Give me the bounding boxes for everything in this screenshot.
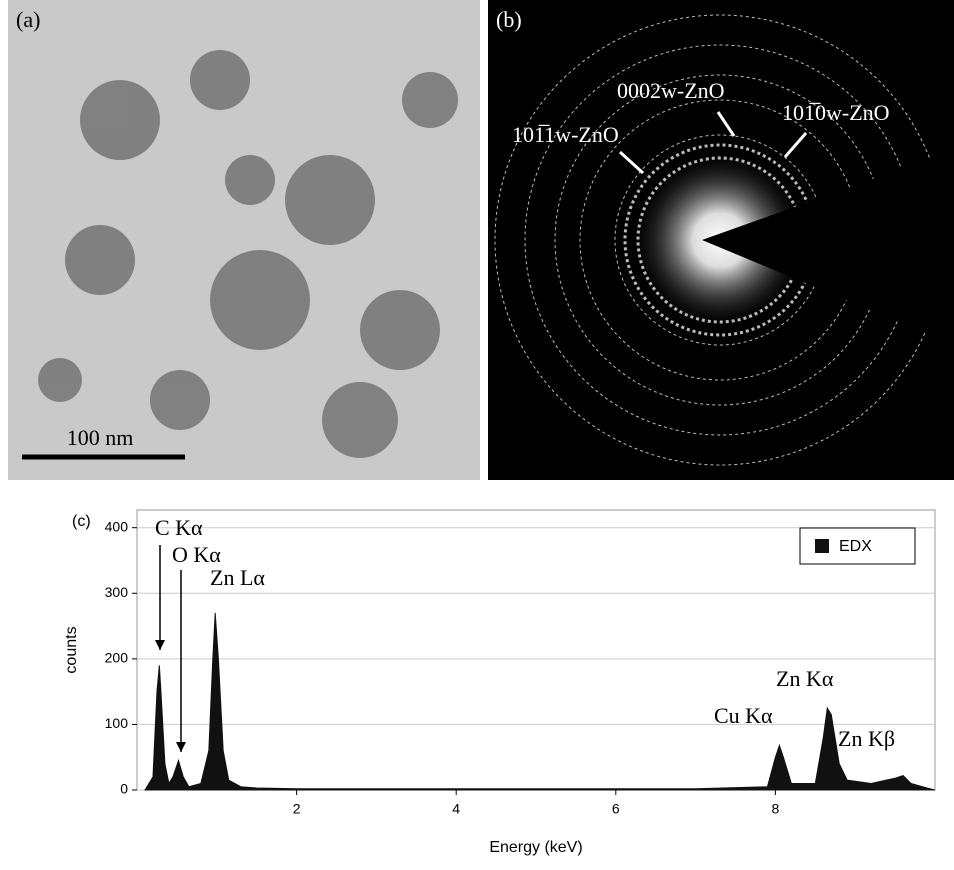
y-tick-label: 0 — [120, 781, 128, 797]
peak-label: C Kα — [155, 515, 203, 540]
legend-swatch — [815, 539, 829, 553]
x-tick-label: 8 — [772, 801, 780, 817]
scale-bar-label: 100 nm — [67, 425, 134, 450]
page: {"panels": [ {"label": "(a)", "scale_bar… — [0, 0, 954, 865]
peak-label: Zn Kβ — [838, 726, 895, 751]
panel-label: (b) — [496, 7, 522, 32]
y-tick-label: 300 — [105, 584, 129, 600]
y-axis-label: counts — [63, 626, 80, 673]
x-tick-label: 2 — [293, 801, 301, 817]
ring-label: 101̅1w-ZnO — [512, 122, 619, 147]
legend-label: EDX — [839, 538, 872, 555]
peak-label: O Kα — [172, 542, 221, 567]
peak-label: Zn Lα — [210, 565, 265, 590]
y-tick-label: 200 — [105, 650, 129, 666]
arrow-head — [176, 742, 186, 752]
y-tick-label: 100 — [105, 715, 129, 731]
x-axis-label: Energy (keV) — [489, 839, 582, 856]
peak-label: Cu Kα — [714, 703, 773, 728]
chart: 0 100 200 300 400 2 4 6 8 Energy (keV) counts (c) ED… — [63, 513, 935, 856]
x-tick-label: 4 — [452, 801, 460, 817]
peak-label: Zn Kα — [776, 666, 834, 691]
ring-label: 0002w-ZnO — [617, 78, 725, 103]
panel-label: (c) — [72, 513, 91, 530]
ring-label: 101̅0w-ZnO — [782, 100, 890, 125]
y-tick-label: 400 — [105, 518, 129, 534]
spectrum — [145, 613, 935, 790]
figure: (a) 100 nm (b) 101̅1w-ZnO 0002w-ZnO 101̅… — [0, 0, 954, 865]
x-tick-label: 6 — [612, 801, 620, 817]
arrow-head — [155, 640, 165, 650]
panel-label: (a) — [16, 7, 40, 32]
